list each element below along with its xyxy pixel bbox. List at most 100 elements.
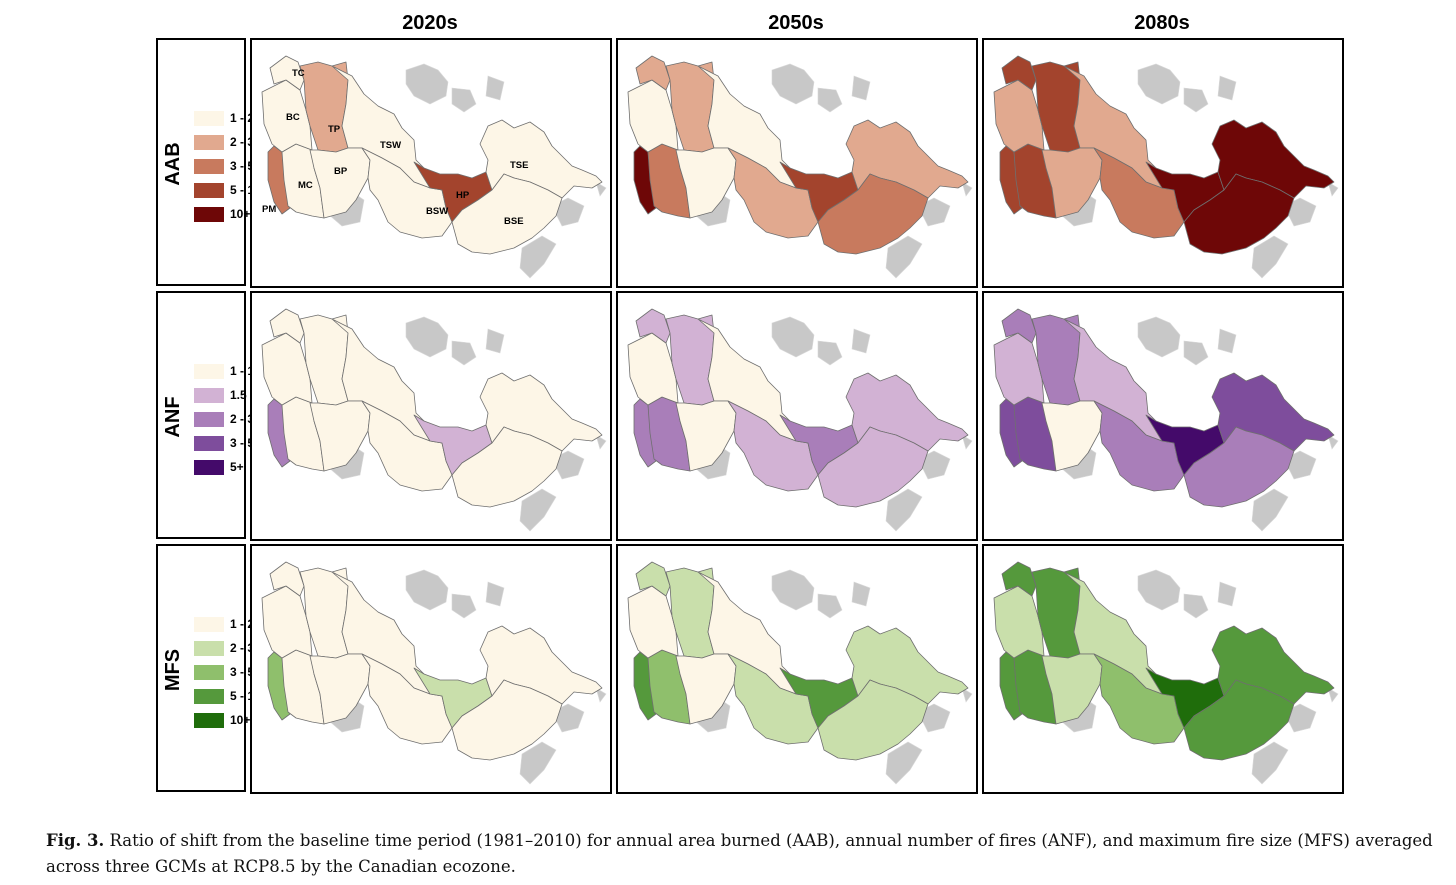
legend-swatch bbox=[194, 182, 224, 198]
ecozone-bsw bbox=[361, 653, 453, 745]
non-study-area bbox=[817, 593, 843, 619]
legend-label: 2 - 3 bbox=[230, 135, 255, 149]
non-study-area bbox=[1251, 235, 1289, 279]
ecozone-label-tse: TSE bbox=[510, 160, 528, 171]
row-label-anf: ANF bbox=[162, 396, 184, 438]
map-aab-2080s bbox=[982, 38, 1344, 288]
legend-item: 1 - 2 bbox=[194, 612, 261, 636]
non-study-area bbox=[1327, 687, 1339, 703]
legend-label: 2 - 3 bbox=[230, 412, 255, 426]
ecozone-label-mc: MC bbox=[298, 180, 313, 191]
legend-item: 3 - 5 bbox=[194, 660, 261, 684]
legend-swatch bbox=[194, 640, 224, 656]
non-study-area bbox=[1137, 63, 1181, 105]
legend-swatch bbox=[194, 459, 224, 475]
canada-ecozone-map bbox=[993, 561, 1339, 785]
legend-label: 3 - 5 bbox=[230, 665, 255, 679]
ecozone-bsw bbox=[727, 653, 819, 745]
legend-label: 5+ bbox=[230, 460, 244, 474]
legend-item: 10+ bbox=[194, 202, 261, 226]
non-study-area bbox=[817, 87, 843, 113]
non-study-area bbox=[1183, 87, 1209, 113]
map-aab-2020s: TC BC TP TSW BP MC PM HP TSE BSW BSE bbox=[250, 38, 612, 288]
non-study-area bbox=[595, 687, 607, 703]
non-study-area bbox=[885, 741, 923, 785]
non-study-area bbox=[595, 181, 607, 197]
non-study-area bbox=[1217, 75, 1237, 101]
non-study-area bbox=[405, 63, 449, 105]
figure-caption: Fig. 3. Ratio of shift from the baseline… bbox=[46, 828, 1446, 880]
ecozone-label-tp: TP bbox=[328, 124, 341, 135]
canada-ecozone-map bbox=[261, 308, 607, 532]
ecozone-tc bbox=[269, 561, 305, 597]
ecozone-label-tc: TC bbox=[292, 68, 305, 79]
ecozone-tc bbox=[1001, 55, 1037, 91]
legend-swatch bbox=[194, 688, 224, 704]
non-study-area bbox=[519, 488, 557, 532]
legend-item: 3 - 5 bbox=[194, 431, 264, 455]
non-study-area bbox=[1251, 488, 1289, 532]
legend-swatch bbox=[194, 206, 224, 222]
ecozone-bse bbox=[1183, 173, 1295, 255]
row-label-aab: AAB bbox=[162, 142, 184, 186]
legend-swatch bbox=[194, 387, 224, 403]
non-study-area bbox=[1137, 569, 1181, 611]
ecozone-bsw bbox=[727, 147, 819, 239]
ecozone-label-hp: HP bbox=[456, 190, 470, 201]
ecozone-tc bbox=[1001, 561, 1037, 597]
non-study-area bbox=[519, 235, 557, 279]
non-study-area bbox=[1327, 434, 1339, 450]
non-study-area bbox=[885, 488, 923, 532]
non-study-area bbox=[405, 569, 449, 611]
non-study-area bbox=[885, 235, 923, 279]
ecozone-bse bbox=[451, 173, 563, 255]
legend-label: 3 - 5 bbox=[230, 436, 255, 450]
column-header-2080s: 2080s bbox=[1134, 12, 1190, 34]
canada-ecozone-map bbox=[627, 55, 973, 279]
legend-label: 2 - 3 bbox=[230, 641, 255, 655]
legend-item: 2 - 3 bbox=[194, 130, 261, 154]
non-study-area bbox=[485, 328, 505, 354]
row-label-mfs: MFS bbox=[162, 648, 184, 692]
column-header-2020s: 2020s bbox=[402, 12, 458, 34]
ecozone-bse bbox=[1183, 426, 1295, 508]
non-study-area bbox=[1217, 328, 1237, 354]
non-study-area bbox=[851, 75, 871, 101]
canada-ecozone-map bbox=[261, 561, 607, 785]
canada-ecozone-map: TC BC TP TSW BP MC PM HP TSE BSW BSE bbox=[261, 55, 607, 279]
non-study-area bbox=[1251, 741, 1289, 785]
legend-item: 1 - 2 bbox=[194, 106, 261, 130]
non-study-area bbox=[451, 340, 477, 366]
canada-ecozone-map bbox=[993, 55, 1339, 279]
column-header-2050s: 2050s bbox=[768, 12, 824, 34]
ecozone-bsw bbox=[361, 147, 453, 239]
legend-item: 10+ bbox=[194, 708, 261, 732]
non-study-area bbox=[817, 340, 843, 366]
non-study-area bbox=[851, 328, 871, 354]
legend-swatch bbox=[194, 435, 224, 451]
ecozone-bsw bbox=[1093, 400, 1185, 492]
legend-label: 3 - 5 bbox=[230, 159, 255, 173]
legend-swatch bbox=[194, 110, 224, 126]
non-study-area bbox=[1217, 581, 1237, 607]
ecozone-bse bbox=[1183, 679, 1295, 761]
legend-item: 2 - 3 bbox=[194, 407, 264, 431]
canada-ecozone-map bbox=[993, 308, 1339, 532]
legend-item: 5+ bbox=[194, 455, 264, 479]
ecozone-label-tsw: TSW bbox=[380, 140, 401, 151]
non-study-area bbox=[405, 316, 449, 358]
legend-swatch bbox=[194, 411, 224, 427]
ecozone-bse bbox=[451, 426, 563, 508]
legend-label: 10+ bbox=[230, 207, 251, 221]
non-study-area bbox=[595, 434, 607, 450]
non-study-area bbox=[771, 569, 815, 611]
non-study-area bbox=[1183, 340, 1209, 366]
canada-ecozone-map bbox=[627, 561, 973, 785]
non-study-area bbox=[519, 741, 557, 785]
caption-text: Ratio of shift from the baseline time pe… bbox=[46, 831, 1433, 876]
legend-label: 1 - 2 bbox=[230, 617, 255, 631]
ecozone-bse bbox=[451, 679, 563, 761]
ecozone-label-pm: PM bbox=[262, 204, 276, 215]
legend-swatch bbox=[194, 712, 224, 728]
